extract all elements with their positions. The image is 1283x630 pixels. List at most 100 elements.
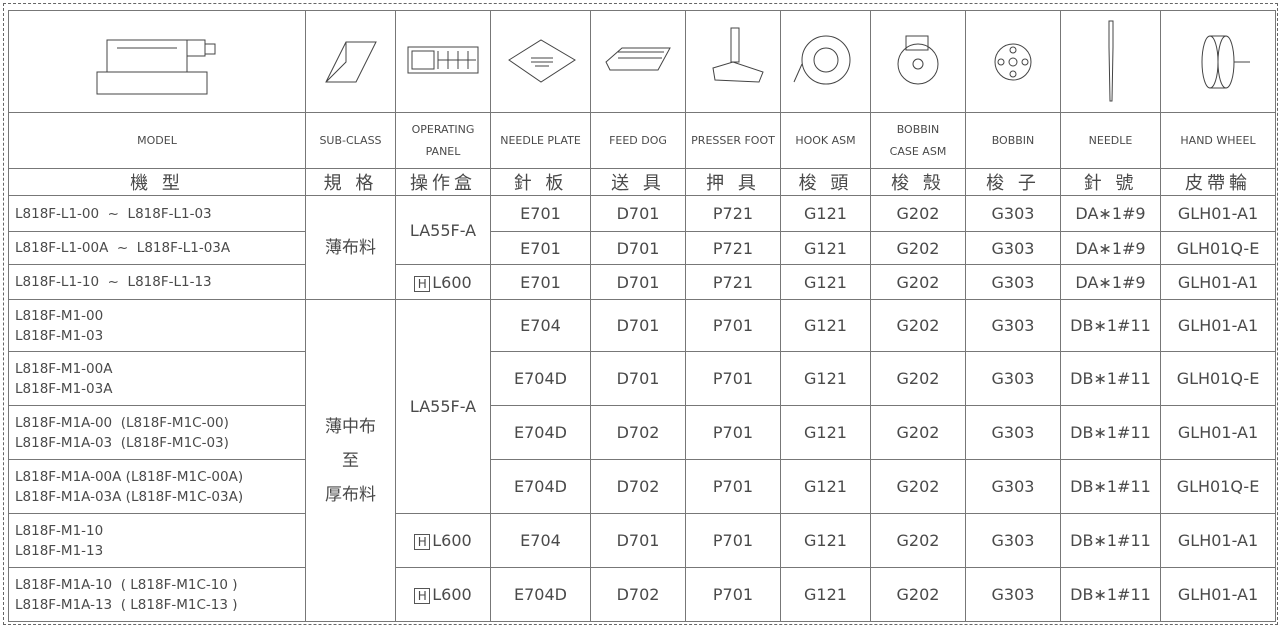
model-text: L818F-M1A-03A (L818F-M1C-03A) [15,488,244,505]
header-cell: MODEL [8,112,306,169]
header-text: SUB-CLASS [319,133,382,147]
model-text: L818F-M1A-13 ( L818F-M1C-13 ) [15,596,238,613]
part-cell: D701 [590,351,686,406]
panel-icon [407,46,479,73]
part-cell: GLH01-A1 [1160,264,1276,300]
part-cell: E704D [490,351,591,406]
part-cell: G303 [965,351,1061,406]
part-cell: DB∗1#11 [1060,351,1161,406]
header-cell: 押 具 [685,168,781,196]
header-text: NEEDLE [1088,133,1133,147]
panel-text: L600 [432,585,472,604]
model-text: L818F-M1-00 [15,307,104,324]
part-cell: DB∗1#11 [1060,459,1161,514]
panel-text: LA55F-A [409,397,477,416]
header-text: HAND WHEEL [1180,133,1256,147]
model-cell: L818F-M1A-00 (L818F-M1C-00) L818F-M1A-03 … [8,405,306,460]
header-text: BOBBIN [991,133,1035,147]
model-text: L818F-M1-13 [15,542,104,559]
part-cell: E701 [490,264,591,300]
header-cell: 規 格 [305,168,396,196]
header-cell: 皮帶輪 [1160,168,1276,196]
part-cell: G202 [870,405,966,460]
header-text: PRESSER FOOT [691,133,775,147]
header-cell: 梭 子 [965,168,1061,196]
part-cell: GLH01Q-E [1160,231,1276,265]
part-cell: P701 [685,299,781,352]
model-cell: L818F-L1-00A ~ L818F-L1-03A [8,231,306,265]
header-text: FEED DOG [609,133,667,147]
needle-icon [1108,20,1113,101]
icon-cell [780,10,871,113]
part-cell: P721 [685,231,781,265]
header-text: HOOK ASM [795,133,856,147]
header-cell: HAND WHEEL [1160,112,1276,169]
part-cell: G202 [870,567,966,622]
part-cell: GLH01Q-E [1160,351,1276,406]
data-row: L818F-M1A-00A (L818F-M1C-00A) L818F-M1A-0… [8,459,1276,514]
model-cell: L818F-M1-00A L818F-M1-03A [8,351,306,406]
panel-text: L600 [432,531,472,550]
icon-cell [1160,10,1276,113]
part-cell: G202 [870,231,966,265]
parts-table: MODEL SUB-CLASS OPERATING PANEL NEEDLE PLATE… [8,10,1276,622]
icon-cell [590,10,686,113]
data-row: L818F-L1-10 ~ L818F-L1-13 H L600 E701 D701 P7… [8,264,1276,300]
header-cell: OPERATING PANEL [395,112,491,169]
part-cell: G121 [780,405,871,460]
part-cell: DB∗1#11 [1060,513,1161,568]
part-cell: DA∗1#9 [1060,195,1161,232]
part-cell: G303 [965,299,1061,352]
icon-cell [305,10,396,113]
part-cell: D701 [590,299,686,352]
sub-class-text: 厚布料 [325,484,376,505]
part-cell: D701 [590,195,686,232]
part-cell: G202 [870,459,966,514]
header-cell: 梭 殼 [870,168,966,196]
header-cell: 針 板 [490,168,591,196]
part-cell: G202 [870,299,966,352]
part-cell: GLH01-A1 [1160,195,1276,232]
hand-wheel-icon [1201,35,1250,88]
header-text: NEEDLE PLATE [500,133,581,147]
icon-cell [395,10,491,113]
part-cell: E704D [490,459,591,514]
part-cell: G121 [780,513,871,568]
part-cell: P701 [685,567,781,622]
part-cell: E704D [490,405,591,460]
sub-class-cell: 薄布料 [305,195,396,300]
model-cell: L818F-L1-00 ~ L818F-L1-03 [8,195,306,232]
part-cell: G121 [780,264,871,300]
part-cell: GLH01-A1 [1160,405,1276,460]
part-cell: E704D [490,567,591,622]
model-text: L818F-M1A-00A (L818F-M1C-00A) [15,468,244,485]
header-text: MODEL [137,133,177,147]
header-cell: NEEDLE [1060,112,1161,169]
model-text: L818F-M1-00A [15,360,113,377]
part-cell: D702 [590,567,686,622]
hook-icon [793,35,850,84]
part-cell: G202 [870,351,966,406]
data-row: L818F-M1-10 L818F-M1-13 H L600 E704 D701 P701 G… [8,513,1276,568]
data-row: L818F-L1-00 ~ L818F-L1-03 薄布料 LA55F-A E701 D… [8,195,1276,300]
panel-mark: H [414,588,431,604]
data-row: L818F-M1A-00 (L818F-M1C-00) L818F-M1A-03 … [8,405,1276,460]
part-cell: G202 [870,195,966,232]
part-cell: G303 [965,405,1061,460]
presser-foot-icon [712,27,764,83]
model-text: L818F-M1A-03 (L818F-M1C-03) [15,434,229,451]
part-cell: GLH01-A1 [1160,513,1276,568]
header-text: CASE ASM [889,144,947,158]
panel-mark: H [414,275,431,292]
panel-cell: H L600 [395,567,491,622]
model-cell: L818F-M1A-00A (L818F-M1C-00A) L818F-M1A-0… [8,459,306,514]
part-cell: P701 [685,513,781,568]
part-cell: G303 [965,264,1061,300]
part-cell: G303 [965,513,1061,568]
sub-class-text: 薄中布 [325,416,376,437]
data-row: L818F-M1A-10 ( L818F-M1C-10 ) L818F-M1A-1… [8,567,1276,622]
data-row: L818F-M1-00A L818F-M1-03A E704D D701 P701 G12… [8,351,1276,406]
header-cell: FEED DOG [590,112,686,169]
part-cell: G303 [965,459,1061,514]
part-cell: G121 [780,459,871,514]
